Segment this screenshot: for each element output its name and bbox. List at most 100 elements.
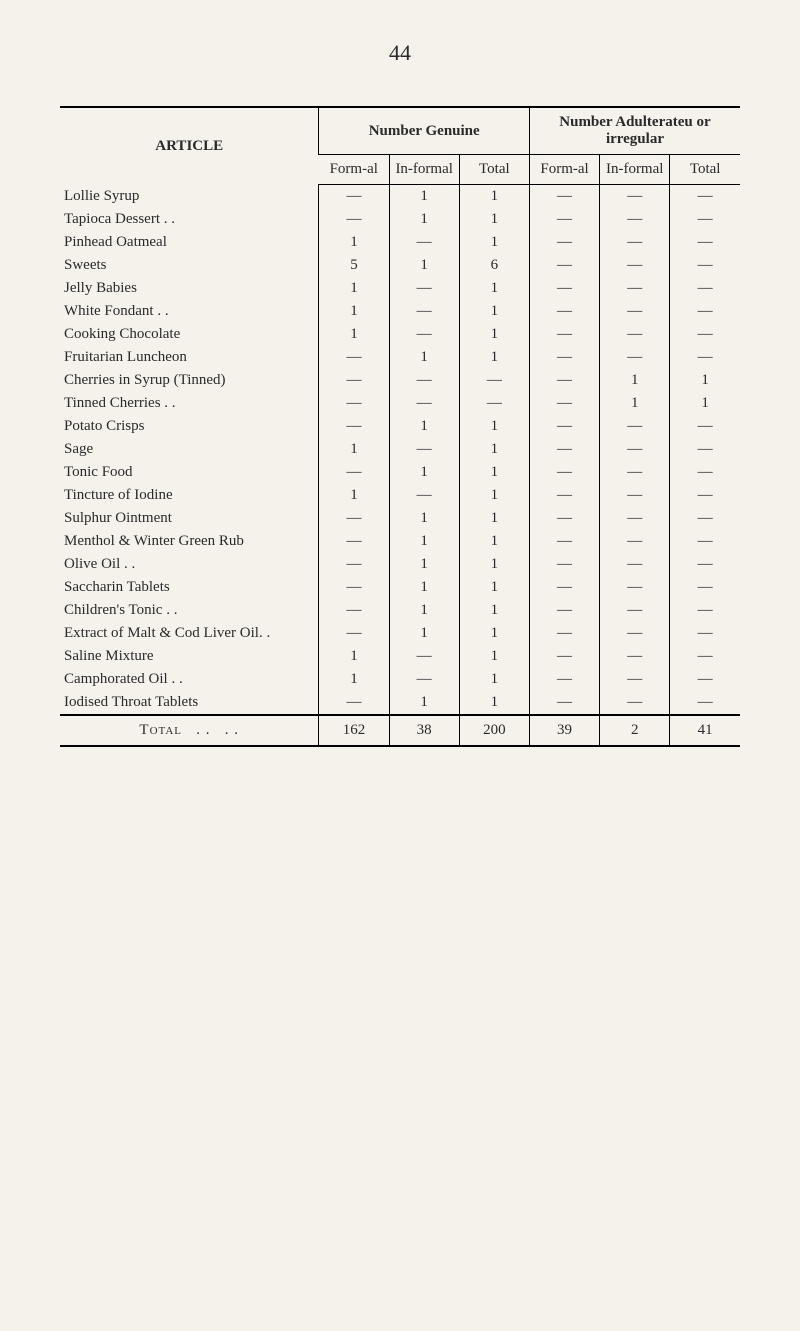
value-cell: — [529, 622, 599, 645]
value-cell: 1 [459, 484, 529, 507]
value-cell: — [600, 645, 670, 668]
value-cell: 1 [670, 369, 740, 392]
table-row: Jelly Babies1—1——— [60, 277, 740, 300]
value-cell: — [529, 507, 599, 530]
value-cell: 1 [459, 277, 529, 300]
value-cell: — [670, 599, 740, 622]
value-cell: 1 [389, 576, 459, 599]
article-cell: Jelly Babies [60, 277, 319, 300]
article-cell: Saccharin Tablets [60, 576, 319, 599]
table-row: Tinned Cherries . .————11 [60, 392, 740, 415]
article-cell: Sulphur Ointment [60, 507, 319, 530]
value-cell: — [529, 484, 599, 507]
value-cell: — [670, 668, 740, 691]
value-cell: — [529, 346, 599, 369]
value-cell: — [670, 691, 740, 715]
total-gf: 162 [319, 715, 389, 746]
value-cell: — [319, 691, 389, 715]
value-cell: — [600, 691, 670, 715]
value-cell: 1 [459, 691, 529, 715]
article-cell: Tincture of Iodine [60, 484, 319, 507]
article-cell: Saline Mixture [60, 645, 319, 668]
value-cell: — [670, 530, 740, 553]
table-row: Sage1—1——— [60, 438, 740, 461]
value-cell: — [529, 553, 599, 576]
article-cell: White Fondant . . [60, 300, 319, 323]
value-cell: 1 [459, 553, 529, 576]
table-row: Fruitarian Luncheon—11——— [60, 346, 740, 369]
table-row: Cooking Chocolate1—1——— [60, 323, 740, 346]
value-cell: — [670, 346, 740, 369]
total-label: Total . . . . [60, 715, 319, 746]
article-cell: Tonic Food [60, 461, 319, 484]
value-cell: — [529, 576, 599, 599]
article-cell: Menthol & Winter Green Rub [60, 530, 319, 553]
page-number: 44 [60, 40, 740, 66]
article-cell: Tapioca Dessert . . [60, 208, 319, 231]
value-cell: 1 [459, 300, 529, 323]
value-cell: 1 [459, 576, 529, 599]
value-cell: — [670, 484, 740, 507]
article-cell: Cooking Chocolate [60, 323, 319, 346]
value-cell: — [600, 323, 670, 346]
value-cell: 1 [459, 323, 529, 346]
table-row: Sulphur Ointment—11——— [60, 507, 740, 530]
value-cell: — [319, 208, 389, 231]
value-cell: — [459, 392, 529, 415]
value-cell: — [670, 507, 740, 530]
value-cell: — [389, 369, 459, 392]
value-cell: — [529, 254, 599, 277]
table-row: Pinhead Oatmeal1—1——— [60, 231, 740, 254]
value-cell: 1 [319, 484, 389, 507]
table-row: Lollie Syrup—11——— [60, 185, 740, 209]
total-row: Total . . . . 162 38 200 39 2 41 [60, 715, 740, 746]
value-cell: — [319, 576, 389, 599]
article-cell: Pinhead Oatmeal [60, 231, 319, 254]
article-cell: Children's Tonic . . [60, 599, 319, 622]
table-row: Saccharin Tablets—11——— [60, 576, 740, 599]
value-cell: 1 [459, 668, 529, 691]
value-cell: — [670, 208, 740, 231]
value-cell: — [600, 277, 670, 300]
table-row: Cherries in Syrup (Tinned)————11 [60, 369, 740, 392]
value-cell: — [529, 691, 599, 715]
article-cell: Sage [60, 438, 319, 461]
article-cell: Tinned Cherries . . [60, 392, 319, 415]
value-cell: 1 [600, 369, 670, 392]
value-cell: 1 [459, 185, 529, 209]
value-cell: — [319, 461, 389, 484]
value-cell: 1 [459, 507, 529, 530]
value-cell: 6 [459, 254, 529, 277]
article-cell: Olive Oil . . [60, 553, 319, 576]
header-adulterated: Number Adulterateu or irregular [529, 107, 740, 155]
value-cell: — [600, 346, 670, 369]
value-cell: — [529, 599, 599, 622]
value-cell: 1 [319, 300, 389, 323]
value-cell: — [600, 668, 670, 691]
value-cell: — [600, 300, 670, 323]
header-adult-total: Total [670, 155, 740, 185]
value-cell: — [529, 323, 599, 346]
value-cell: — [529, 185, 599, 209]
article-cell: Extract of Malt & Cod Liver Oil. . [60, 622, 319, 645]
total-at: 41 [670, 715, 740, 746]
value-cell: 1 [459, 461, 529, 484]
table-row: Tincture of Iodine1—1——— [60, 484, 740, 507]
value-cell: — [600, 622, 670, 645]
table-row: Tapioca Dessert . .—11——— [60, 208, 740, 231]
value-cell: 1 [459, 530, 529, 553]
value-cell: — [389, 438, 459, 461]
header-adult-formal: Form-al [529, 155, 599, 185]
article-cell: Cherries in Syrup (Tinned) [60, 369, 319, 392]
article-cell: Fruitarian Luncheon [60, 346, 319, 369]
total-af: 39 [529, 715, 599, 746]
value-cell: — [529, 231, 599, 254]
value-cell: — [389, 231, 459, 254]
value-cell: 1 [389, 553, 459, 576]
value-cell: — [600, 530, 670, 553]
value-cell: — [389, 668, 459, 691]
value-cell: — [529, 415, 599, 438]
article-table: ARTICLE Number Genuine Number Adulterate… [60, 106, 740, 747]
value-cell: — [529, 208, 599, 231]
value-cell: — [600, 576, 670, 599]
